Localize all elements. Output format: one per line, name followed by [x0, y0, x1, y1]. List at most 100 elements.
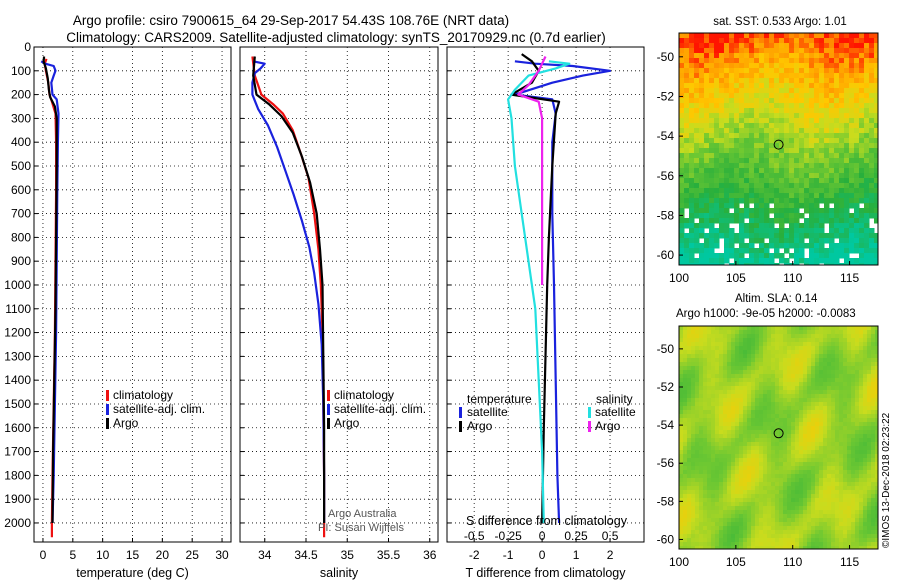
- heatmap-cell: [867, 386, 872, 391]
- heatmap-cell: [699, 108, 705, 114]
- heatmap-cell: [684, 113, 690, 119]
- heatmap-cell: [735, 374, 740, 379]
- series-line-argo: [252, 56, 326, 523]
- heatmap-cell: [824, 173, 830, 179]
- heatmap-cells: [679, 33, 878, 265]
- heatmap-cell: [714, 93, 720, 99]
- heatmap-cell: [799, 506, 804, 511]
- heatmap-cell: [704, 258, 710, 264]
- heatmap-cell: [851, 526, 856, 531]
- heatmap-cell: [739, 148, 745, 154]
- heatmap-cell: [779, 510, 784, 515]
- heatmap-cell: [727, 450, 732, 455]
- heatmap-cell: [851, 418, 856, 423]
- heatmap-cell: [827, 438, 832, 443]
- heatmap-cell: [691, 350, 696, 355]
- heatmap-cell: [795, 382, 800, 387]
- heatmap-cell: [755, 546, 760, 549]
- heatmap-cell: [769, 108, 775, 114]
- heatmap-cell: [815, 450, 820, 455]
- heatmap-cell: [771, 410, 776, 415]
- heatmap-cell: [739, 538, 744, 543]
- heatmap-cell: [859, 228, 865, 234]
- heatmap-cell: [759, 354, 764, 359]
- heatmap-cell: [849, 73, 855, 79]
- heatmap-cell: [779, 178, 785, 184]
- heatmap-cell: [815, 350, 820, 355]
- heatmap-cell: [735, 402, 740, 407]
- heatmap-cell: [719, 434, 724, 439]
- heatmap-cell: [759, 58, 765, 64]
- heatmap-cell: [803, 362, 808, 367]
- heatmap-cell: [787, 406, 792, 411]
- heatmap-cell: [827, 350, 832, 355]
- heatmap-cell: [751, 382, 756, 387]
- heatmap-cell: [859, 378, 864, 383]
- heatmap-cell: [859, 128, 865, 134]
- heatmap-cell: [819, 458, 824, 463]
- heatmap-cell: [699, 58, 705, 64]
- heatmap-cell: [774, 128, 780, 134]
- heatmap-cell: [743, 502, 748, 507]
- heatmap-cell: [694, 223, 700, 229]
- heatmap-cell: [867, 482, 872, 487]
- heatmap-cell: [811, 538, 816, 543]
- heatmap-cell: [759, 183, 765, 189]
- heatmap-cell: [743, 494, 748, 499]
- heatmap-cell: [749, 108, 755, 114]
- heatmap-cell: [859, 534, 864, 539]
- heatmap-cell: [864, 123, 870, 129]
- heatmap-cell: [731, 346, 736, 351]
- heatmap-cell: [739, 390, 744, 395]
- heatmap-cell: [791, 390, 796, 395]
- heatmap-cell: [691, 510, 696, 515]
- heatmap-cell: [715, 378, 720, 383]
- heatmap-cell: [814, 148, 820, 154]
- heatmap-cell: [749, 118, 755, 124]
- heatmap-cell: [715, 514, 720, 519]
- heatmap-cell: [739, 88, 745, 94]
- heatmap-cell: [709, 208, 715, 214]
- heatmap-cell: [864, 193, 870, 199]
- heatmap-cell: [789, 173, 795, 179]
- heatmap-cell: [775, 394, 780, 399]
- heatmap-cell: [874, 58, 878, 64]
- heatmap-cell: [734, 113, 740, 119]
- heatmap-cell: [751, 458, 756, 463]
- heatmap-cell: [719, 426, 724, 431]
- heatmap-cell: [859, 223, 865, 229]
- heatmap-cell: [855, 370, 860, 375]
- heatmap-cell: [735, 546, 740, 549]
- heatmap-cell: [731, 474, 736, 479]
- heatmap-cell: [707, 398, 712, 403]
- heatmap-cell: [851, 414, 856, 419]
- x-tick-label-top: 0: [539, 529, 546, 543]
- heatmap-cell: [869, 173, 875, 179]
- heatmap-cell: [815, 406, 820, 411]
- heatmap-cell: [739, 208, 745, 214]
- heatmap-cell: [755, 534, 760, 539]
- heatmap-cell: [811, 414, 816, 419]
- heatmap-cell: [795, 462, 800, 467]
- heatmap-cell: [729, 38, 735, 44]
- heatmap-cell: [854, 133, 860, 139]
- heatmap-cell: [874, 213, 878, 219]
- heatmap-cell: [719, 466, 724, 471]
- heatmap-cell: [789, 133, 795, 139]
- heatmap-cell: [707, 422, 712, 427]
- heatmap-cell: [871, 350, 876, 355]
- heatmap-cell: [679, 83, 685, 89]
- heatmap-cell: [839, 450, 844, 455]
- heatmap-cell: [804, 208, 810, 214]
- heatmap-cell: [829, 48, 835, 54]
- heatmap-cell: [683, 478, 688, 483]
- heatmap-cell: [743, 382, 748, 387]
- heatmap-cell: [747, 422, 752, 427]
- heatmap-cell: [819, 358, 824, 363]
- heatmap-cell: [824, 253, 830, 259]
- heatmap-cell: [684, 38, 690, 44]
- heatmap-cell: [744, 123, 750, 129]
- heatmap-cell: [699, 350, 704, 355]
- heatmap-cell: [803, 534, 808, 539]
- heatmap-cell: [799, 370, 804, 375]
